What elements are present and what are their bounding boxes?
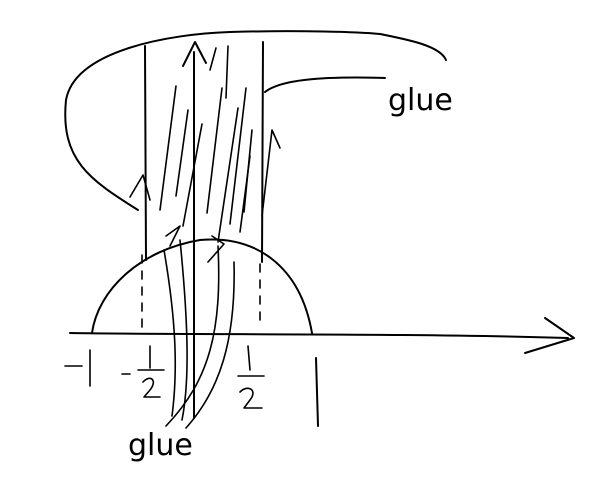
hatch-stroke (261, 129, 281, 217)
strip-line-left (144, 45, 147, 261)
glue-bottom-stroke (165, 245, 220, 427)
hatch-stroke (217, 107, 239, 243)
glue-bottom-stroke (185, 261, 235, 429)
tick-half-num (247, 345, 251, 371)
glue-label-top: glue (388, 83, 453, 118)
glue-top-pointer (264, 76, 386, 93)
glue-bottom-stroke (179, 239, 188, 421)
hatch-stroke (225, 45, 229, 99)
tick-minus-half-den (142, 377, 161, 398)
glue-loop-curve (64, 30, 447, 211)
hatch-stroke (207, 235, 225, 263)
hatch-stroke (206, 87, 223, 214)
x-axis-arrowhead (524, 317, 575, 354)
hatch-stroke (182, 123, 203, 227)
center-arrowhead (182, 41, 207, 67)
semicircle-curve (91, 238, 313, 334)
hatch-stroke (159, 85, 177, 211)
hatch-stroke (175, 109, 189, 197)
hatch-stroke (165, 225, 181, 247)
glue-loop-arrowhead (129, 174, 151, 201)
hatch-stroke (229, 87, 247, 225)
strip-line-right (261, 41, 264, 263)
hatch-stroke (209, 47, 217, 71)
glue-bottom-stroke (163, 249, 177, 417)
tick-half-den (239, 387, 263, 409)
x-axis (69, 332, 569, 339)
right-vertical-stroke (315, 357, 319, 427)
hatch-stroke (239, 155, 251, 233)
glue-label-bottom: glue (128, 428, 193, 463)
